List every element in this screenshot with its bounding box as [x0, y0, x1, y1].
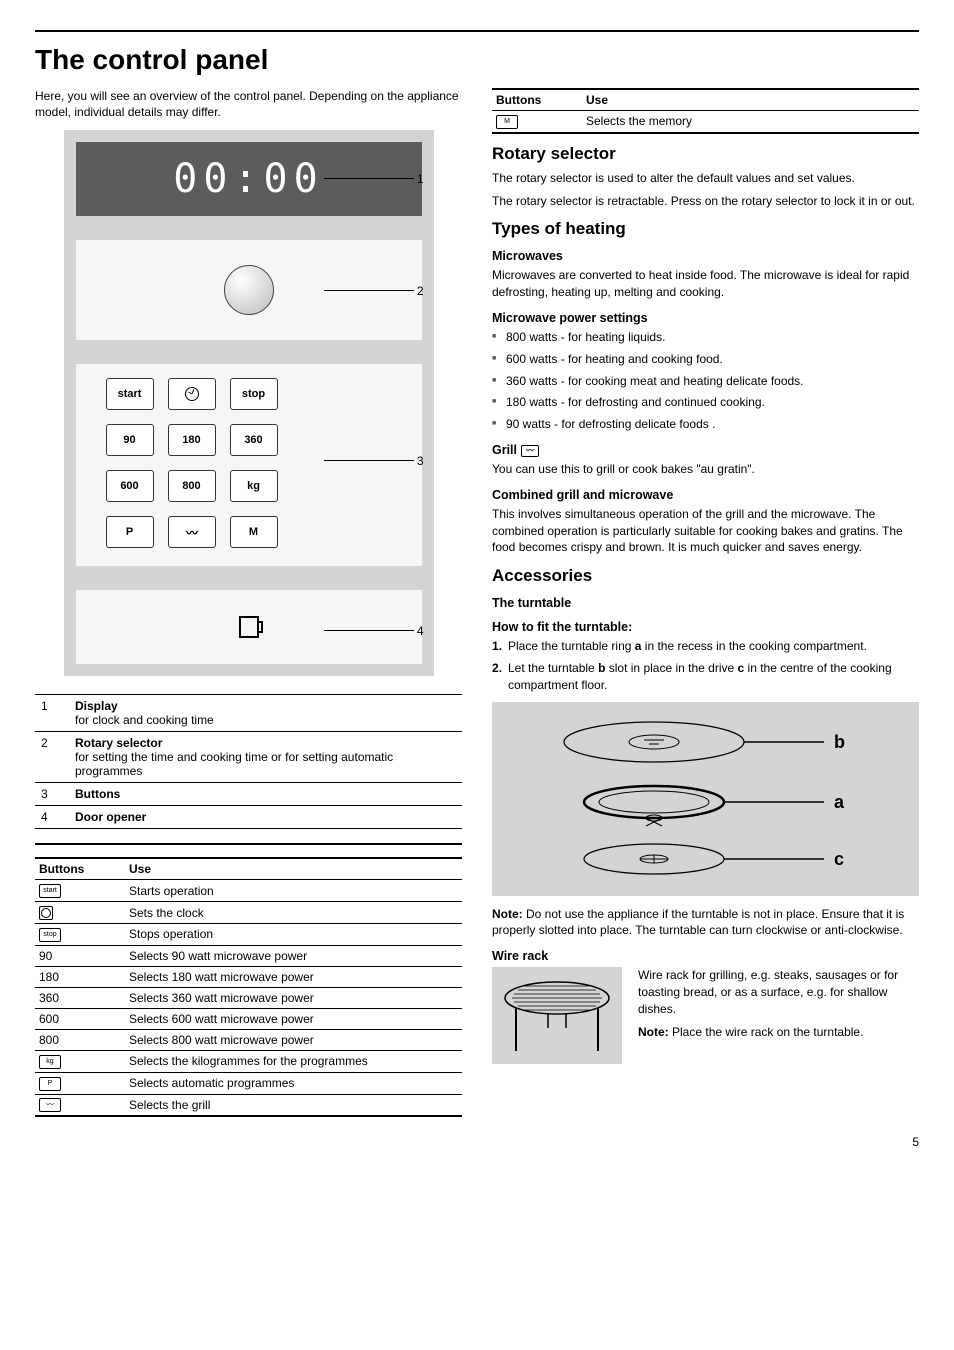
panel-button-clock — [168, 378, 216, 410]
door-opener-icon — [239, 616, 259, 638]
turntable-steps: Place the turntable ring a in the recess… — [492, 638, 919, 693]
button-row: P 〰 M — [106, 516, 392, 548]
buttons-use-table-continued: ButtonsUse MSelects the memory — [492, 88, 919, 134]
howto-subheading: How to fit the turntable: — [492, 620, 919, 634]
page-title: The control panel — [35, 44, 919, 76]
button-use-text: Selects the kilogrammes for the programm… — [125, 1050, 462, 1072]
door-opener-section — [76, 590, 422, 664]
turntable-step: Place the turntable ring a in the recess… — [492, 638, 919, 655]
grill-paragraph: You can use this to grill or cook bakes … — [492, 461, 919, 478]
button-use-text: Selects 800 watt microwave power — [125, 1029, 462, 1050]
wire-rack-note: Note: Place the wire rack on the turntab… — [638, 1024, 919, 1041]
page-top-rule — [35, 30, 919, 32]
button-icon: stop — [39, 928, 61, 942]
heating-heading: Types of heating — [492, 219, 919, 239]
panel-button-start: start — [106, 378, 154, 410]
panel-button-p: P — [106, 516, 154, 548]
label-a: a — [834, 792, 845, 812]
wire-rack-text: Wire rack for grilling, e.g. steaks, sau… — [638, 967, 919, 1046]
button-use-text: Selects 360 watt microwave power — [125, 987, 462, 1008]
button-row: 90 180 360 — [106, 424, 392, 456]
power-item: 90 watts - for defrosting delicate foods… — [492, 416, 919, 433]
turntable-note: Note: Do not use the appliance if the tu… — [492, 906, 919, 940]
control-panel-diagram: 00:00 start stop 90 180 360 — [64, 130, 434, 676]
rotary-dial-icon — [224, 265, 274, 315]
combo-paragraph: This involves simultaneous operation of … — [492, 506, 919, 556]
grill-icon: 〰 — [186, 524, 197, 541]
wire-rack-figure — [492, 967, 622, 1064]
turntable-svg: b a c — [504, 714, 884, 884]
panel-button-800: 800 — [168, 470, 216, 502]
button-use-text: Sets the clock — [125, 902, 462, 924]
panel-button-m: M — [230, 516, 278, 548]
power-item: 180 watts - for defrosting and continued… — [492, 394, 919, 411]
wire-rack-row: Wire rack for grilling, e.g. steaks, sau… — [492, 967, 919, 1064]
grill-subheading: Grill〰 — [492, 443, 919, 457]
display-box: 00:00 — [76, 142, 422, 216]
legend-table: 1Displayfor clock and cooking time 2Rota… — [35, 694, 462, 829]
display-digits: 00:00 — [173, 156, 323, 202]
buttons-section: start stop 90 180 360 600 800 kg — [76, 364, 422, 566]
microwaves-paragraph: Microwaves are converted to heat inside … — [492, 267, 919, 301]
button-use-text: Starts operation — [125, 880, 462, 902]
power-item: 800 watts - for heating liquids. — [492, 329, 919, 346]
legend-bottom-rule — [35, 843, 462, 845]
wire-rack-subheading: Wire rack — [492, 949, 919, 963]
callout-line-4: 4 — [324, 630, 414, 631]
rotary-paragraph: The rotary selector is retractable. Pres… — [492, 193, 919, 210]
button-use-text: Stops operation — [125, 924, 462, 946]
button-icon-m: M — [496, 115, 518, 129]
button-use-text: Selects automatic programmes — [125, 1072, 462, 1094]
callout-line-1: 1 — [324, 178, 414, 179]
callout-line-3: 3 — [324, 460, 414, 461]
right-column: ButtonsUse MSelects the memory Rotary se… — [492, 88, 919, 1117]
callout-line-2: 2 — [324, 290, 414, 291]
button-row: 600 800 kg — [106, 470, 392, 502]
power-item: 360 watts - for cooking meat and heating… — [492, 373, 919, 390]
two-column-layout: Here, you will see an overview of the co… — [35, 88, 919, 1117]
turntable-step: Let the turntable b slot in place in the… — [492, 660, 919, 694]
panel-button-90: 90 — [106, 424, 154, 456]
panel-button-stop: stop — [230, 378, 278, 410]
power-item: 600 watts - for heating and cooking food… — [492, 351, 919, 368]
clock-icon — [39, 906, 53, 920]
button-use-text: Selects 90 watt microwave power — [125, 945, 462, 966]
panel-frame: 00:00 start stop 90 180 360 — [64, 130, 434, 676]
accessories-heading: Accessories — [492, 566, 919, 586]
panel-button-grill: 〰 — [168, 516, 216, 548]
grill-icon: 〰 — [39, 1098, 61, 1112]
button-icon: P — [39, 1077, 61, 1091]
wire-rack-paragraph: Wire rack for grilling, e.g. steaks, sau… — [638, 967, 919, 1017]
wire-rack-svg — [498, 973, 616, 1058]
label-c: c — [834, 849, 844, 869]
panel-button-600: 600 — [106, 470, 154, 502]
combo-subheading: Combined grill and microwave — [492, 488, 919, 502]
buttons-use-table: ButtonsUse startStarts operationSets the… — [35, 857, 462, 1117]
microwaves-subheading: Microwaves — [492, 249, 919, 263]
rotary-heading: Rotary selector — [492, 144, 919, 164]
button-use-text: Selects 600 watt microwave power — [125, 1008, 462, 1029]
rotary-paragraph: The rotary selector is used to alter the… — [492, 170, 919, 187]
turntable-subheading: The turntable — [492, 596, 919, 610]
panel-button-360: 360 — [230, 424, 278, 456]
button-icon: start — [39, 884, 61, 898]
clock-icon — [185, 387, 199, 401]
button-use-text: Selects 180 watt microwave power — [125, 966, 462, 987]
button-icon: kg — [39, 1055, 61, 1069]
page-number: 5 — [35, 1135, 919, 1149]
power-settings-subheading: Microwave power settings — [492, 311, 919, 325]
button-row: start stop — [106, 378, 392, 410]
turntable-figure: b a c — [492, 702, 919, 896]
power-settings-list: 800 watts - for heating liquids. 600 wat… — [492, 329, 919, 433]
intro-text: Here, you will see an overview of the co… — [35, 88, 462, 120]
label-b: b — [834, 732, 845, 752]
panel-button-180: 180 — [168, 424, 216, 456]
panel-button-kg: kg — [230, 470, 278, 502]
left-column: Here, you will see an overview of the co… — [35, 88, 462, 1117]
button-use-text: Selects the grill — [125, 1094, 462, 1116]
grill-icon: 〰 — [521, 445, 539, 457]
